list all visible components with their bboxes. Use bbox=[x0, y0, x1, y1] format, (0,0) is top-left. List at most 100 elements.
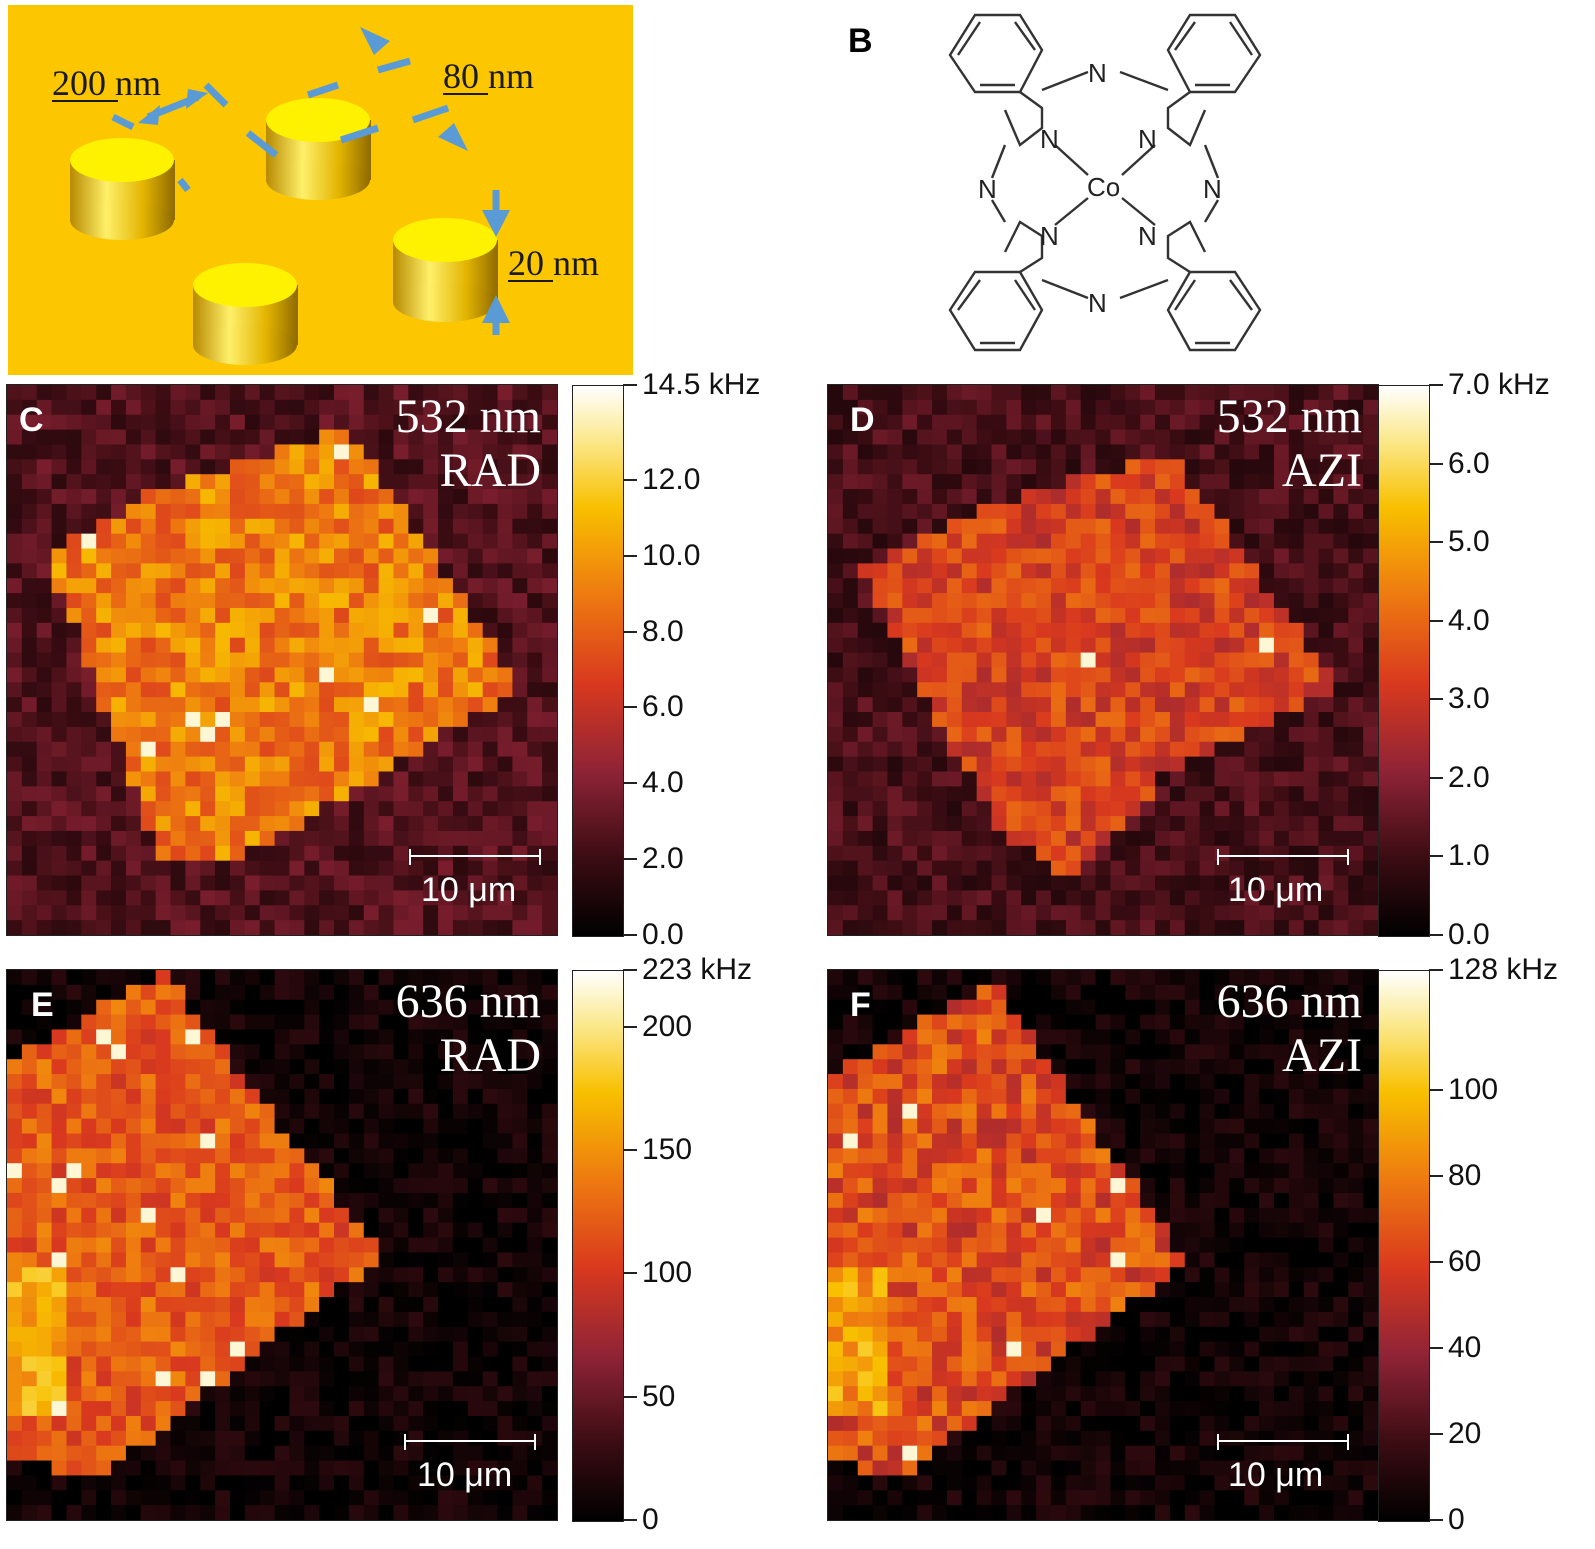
nanodisk-2 bbox=[266, 98, 371, 200]
colorbar-f bbox=[1378, 970, 1430, 1522]
colorbar-e bbox=[572, 970, 624, 1522]
dimension-arrows bbox=[111, 27, 510, 335]
atom-n-left: N bbox=[978, 174, 997, 204]
atom-n-inner-tr: N bbox=[1138, 124, 1157, 154]
pixel-grid-c bbox=[7, 385, 557, 935]
nanodisk-illustration: 200 nm 80 nm 20 nm bbox=[52, 27, 599, 365]
colorbar-tick-d bbox=[1429, 541, 1443, 544]
pixel-grid-f bbox=[828, 970, 1378, 1520]
panel-label-d: D bbox=[850, 401, 875, 439]
colorbar-tick-label-f: 20 bbox=[1448, 1417, 1482, 1451]
colorbar-tick-c bbox=[623, 782, 637, 785]
atom-n-top: N bbox=[1088, 58, 1107, 88]
colorbar-tick-label-e: 50 bbox=[642, 1379, 676, 1413]
colorbar-tick-c bbox=[623, 630, 637, 633]
colorbar-tick-f bbox=[1429, 1089, 1443, 1092]
colorbar-tick-label-f: 40 bbox=[1448, 1331, 1482, 1365]
colorbar-tick-label-e: 100 bbox=[642, 1256, 693, 1290]
colorbar-tick-c bbox=[623, 384, 637, 386]
mode-label-f: AZI bbox=[1282, 1029, 1362, 1082]
wavelength-label-d: 532 nm bbox=[1216, 390, 1362, 443]
colorbar-tick-e bbox=[623, 1519, 637, 1521]
colorbar-d bbox=[1378, 385, 1430, 937]
colorbar-tick-label-d: 2.0 bbox=[1448, 760, 1490, 794]
atom-n-inner-bl: N bbox=[1040, 221, 1059, 251]
atom-n-right: N bbox=[1203, 174, 1222, 204]
dim-diameter-label: 200 nm bbox=[52, 63, 161, 103]
scalebar-c bbox=[409, 849, 541, 865]
atom-n-bottom: N bbox=[1088, 288, 1107, 318]
mode-label-c: RAD bbox=[439, 444, 541, 497]
emission-map-f: F 636 nm AZI 10 μm bbox=[827, 969, 1379, 1521]
colorbar-max-label-e: 223 kHz bbox=[642, 953, 753, 986]
colorbar-tick-f bbox=[1429, 969, 1443, 971]
colorbar-tick-label-d: 3.0 bbox=[1448, 682, 1490, 716]
colorbar-tick-e bbox=[623, 1149, 637, 1152]
colorbar-tick-label-c: 6.0 bbox=[642, 690, 684, 724]
colorbar-tick-e bbox=[623, 1272, 637, 1275]
emission-map-c: C 532 nm RAD 10 μm bbox=[6, 384, 558, 936]
cobalt-phthalocyanine-structure: Co N N N N N N N N bbox=[948, 13, 1262, 352]
colorbar-tick-label-c: 10.0 bbox=[642, 538, 701, 572]
colorbar-tick-d bbox=[1429, 776, 1443, 779]
colorbar-max-label-c: 14.5 kHz bbox=[642, 368, 761, 401]
scalebar-f bbox=[1217, 1434, 1349, 1450]
dim-height-label: 20 nm bbox=[508, 243, 599, 283]
wavelength-label-e: 636 nm bbox=[395, 975, 541, 1028]
nanodisk-3 bbox=[393, 218, 498, 322]
colorbar-tick-e bbox=[623, 969, 637, 971]
colorbar-tick-f bbox=[1429, 1347, 1443, 1350]
scalebar-label-c: 10 μm bbox=[421, 871, 517, 909]
atom-n-inner-tl: N bbox=[1040, 124, 1059, 154]
dim-spacing-label: 80 nm bbox=[443, 56, 534, 96]
colorbar-tick-label-d: 6.0 bbox=[1448, 446, 1490, 480]
atom-n-inner-br: N bbox=[1138, 221, 1157, 251]
colorbar-tick-d bbox=[1429, 934, 1443, 936]
colorbar-tick-label-d: 0.0 bbox=[1448, 918, 1490, 951]
pixel-grid-d bbox=[828, 385, 1378, 935]
colorbar-tick-f bbox=[1429, 1261, 1443, 1264]
colorbar-tick-f bbox=[1429, 1519, 1443, 1521]
panel-label-b: B bbox=[848, 22, 873, 60]
colorbar-tick-c bbox=[623, 858, 637, 861]
colorbar-tick-c bbox=[623, 478, 637, 481]
colorbar-tick-e bbox=[623, 1395, 637, 1398]
colorbar-tick-d bbox=[1429, 855, 1443, 858]
colorbar-tick-e bbox=[623, 1025, 637, 1028]
colorbar-tick-label-c: 0.0 bbox=[642, 918, 684, 951]
nanodisk-1 bbox=[70, 138, 175, 240]
wavelength-label-c: 532 nm bbox=[395, 390, 541, 443]
atom-co: Co bbox=[1087, 172, 1120, 202]
panel-label-e: E bbox=[31, 986, 54, 1024]
mode-label-d: AZI bbox=[1282, 444, 1362, 497]
colorbar-tick-c bbox=[623, 554, 637, 557]
colorbar-tick-c bbox=[623, 934, 637, 936]
scalebar-label-e: 10 μm bbox=[417, 1456, 513, 1494]
mode-label-e: RAD bbox=[439, 1029, 541, 1082]
colorbar-c bbox=[572, 385, 624, 937]
colorbar-tick-f bbox=[1429, 1175, 1443, 1178]
colorbar-tick-label-f: 100 bbox=[1448, 1073, 1499, 1107]
colorbar-tick-c bbox=[623, 706, 637, 709]
colorbar-max-label-f: 128 kHz bbox=[1448, 953, 1559, 986]
colorbar-max-label-d: 7.0 kHz bbox=[1448, 368, 1550, 401]
wavelength-label-f: 636 nm bbox=[1216, 975, 1362, 1028]
emission-map-d: D 532 nm AZI 10 μm bbox=[827, 384, 1379, 936]
colorbar-tick-label-c: 2.0 bbox=[642, 842, 684, 876]
scalebar-d bbox=[1217, 849, 1349, 865]
colorbar-tick-label-d: 5.0 bbox=[1448, 525, 1490, 559]
colorbar-tick-f bbox=[1429, 1433, 1443, 1436]
colorbar-tick-label-e: 200 bbox=[642, 1009, 693, 1043]
colorbar-tick-label-f: 80 bbox=[1448, 1159, 1482, 1193]
colorbar-tick-label-d: 1.0 bbox=[1448, 839, 1490, 873]
scalebar-label-d: 10 μm bbox=[1228, 871, 1324, 909]
colorbar-tick-label-c: 12.0 bbox=[642, 462, 701, 496]
colorbar-tick-d bbox=[1429, 462, 1443, 465]
colorbar-tick-d bbox=[1429, 698, 1443, 701]
colorbar-tick-label-c: 8.0 bbox=[642, 614, 684, 648]
colorbar-tick-label-f: 0 bbox=[1448, 1503, 1465, 1536]
colorbar-tick-label-e: 0 bbox=[642, 1503, 659, 1536]
colorbar-tick-d bbox=[1429, 619, 1443, 622]
scalebar-e bbox=[404, 1434, 536, 1450]
colorbar-tick-d bbox=[1429, 384, 1443, 386]
